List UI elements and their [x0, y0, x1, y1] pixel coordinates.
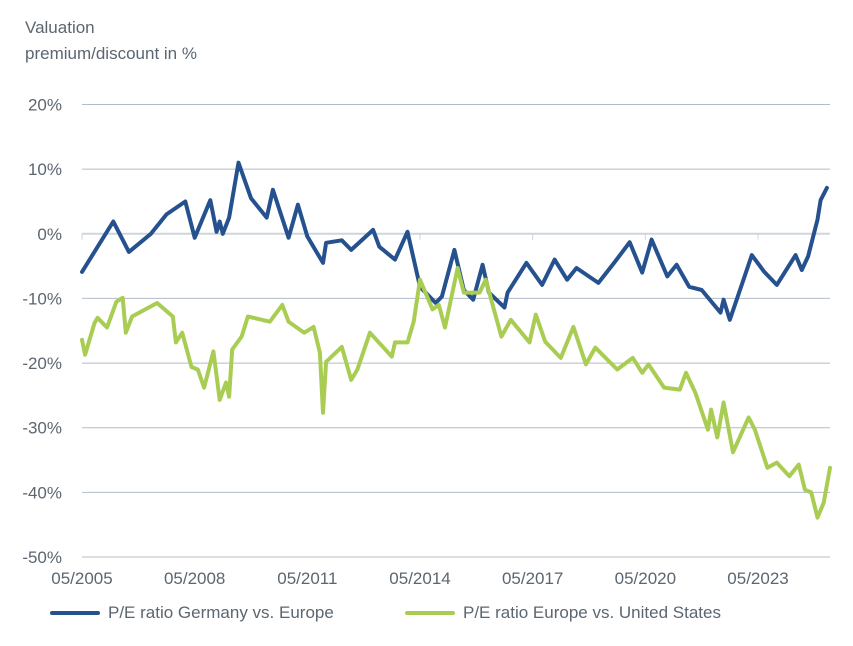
legend-item-europe-us: P/E ratio Europe vs. United States [405, 603, 721, 623]
y-tick-label: -40% [22, 483, 62, 502]
x-tick-label: 05/2011 [277, 569, 337, 588]
y-tick-label: -30% [22, 419, 62, 438]
y-tick-label: 10% [28, 160, 62, 179]
series-line-europe-vs-us [80, 266, 832, 520]
series-line-germany-vs-europe [80, 160, 829, 322]
y-tick-label: -20% [22, 354, 62, 373]
x-tick-label: 05/2023 [727, 569, 788, 588]
y-tick-label: 20% [28, 96, 62, 115]
x-tick-label: 05/2020 [615, 569, 676, 588]
x-tick-label: 05/2017 [502, 569, 563, 588]
x-tick-label: 05/2014 [389, 569, 450, 588]
y-axis-title-line-2: premium/discount in % [25, 44, 197, 63]
y-axis-title-line-1: Valuation [25, 18, 95, 37]
legend-item-germany-europe: P/E ratio Germany vs. Europe [50, 603, 334, 623]
x-tick-label: 05/2008 [164, 569, 225, 588]
legend-label: P/E ratio Europe vs. United States [463, 603, 721, 622]
legend-swatch-green [405, 611, 455, 615]
y-tick-label: -50% [22, 548, 62, 567]
y-tick-label: 0% [37, 225, 62, 244]
legend-label: P/E ratio Germany vs. Europe [108, 603, 334, 622]
legend-swatch-blue [50, 611, 100, 615]
y-tick-label: -10% [22, 289, 62, 308]
x-tick-label: 05/2005 [51, 569, 112, 588]
